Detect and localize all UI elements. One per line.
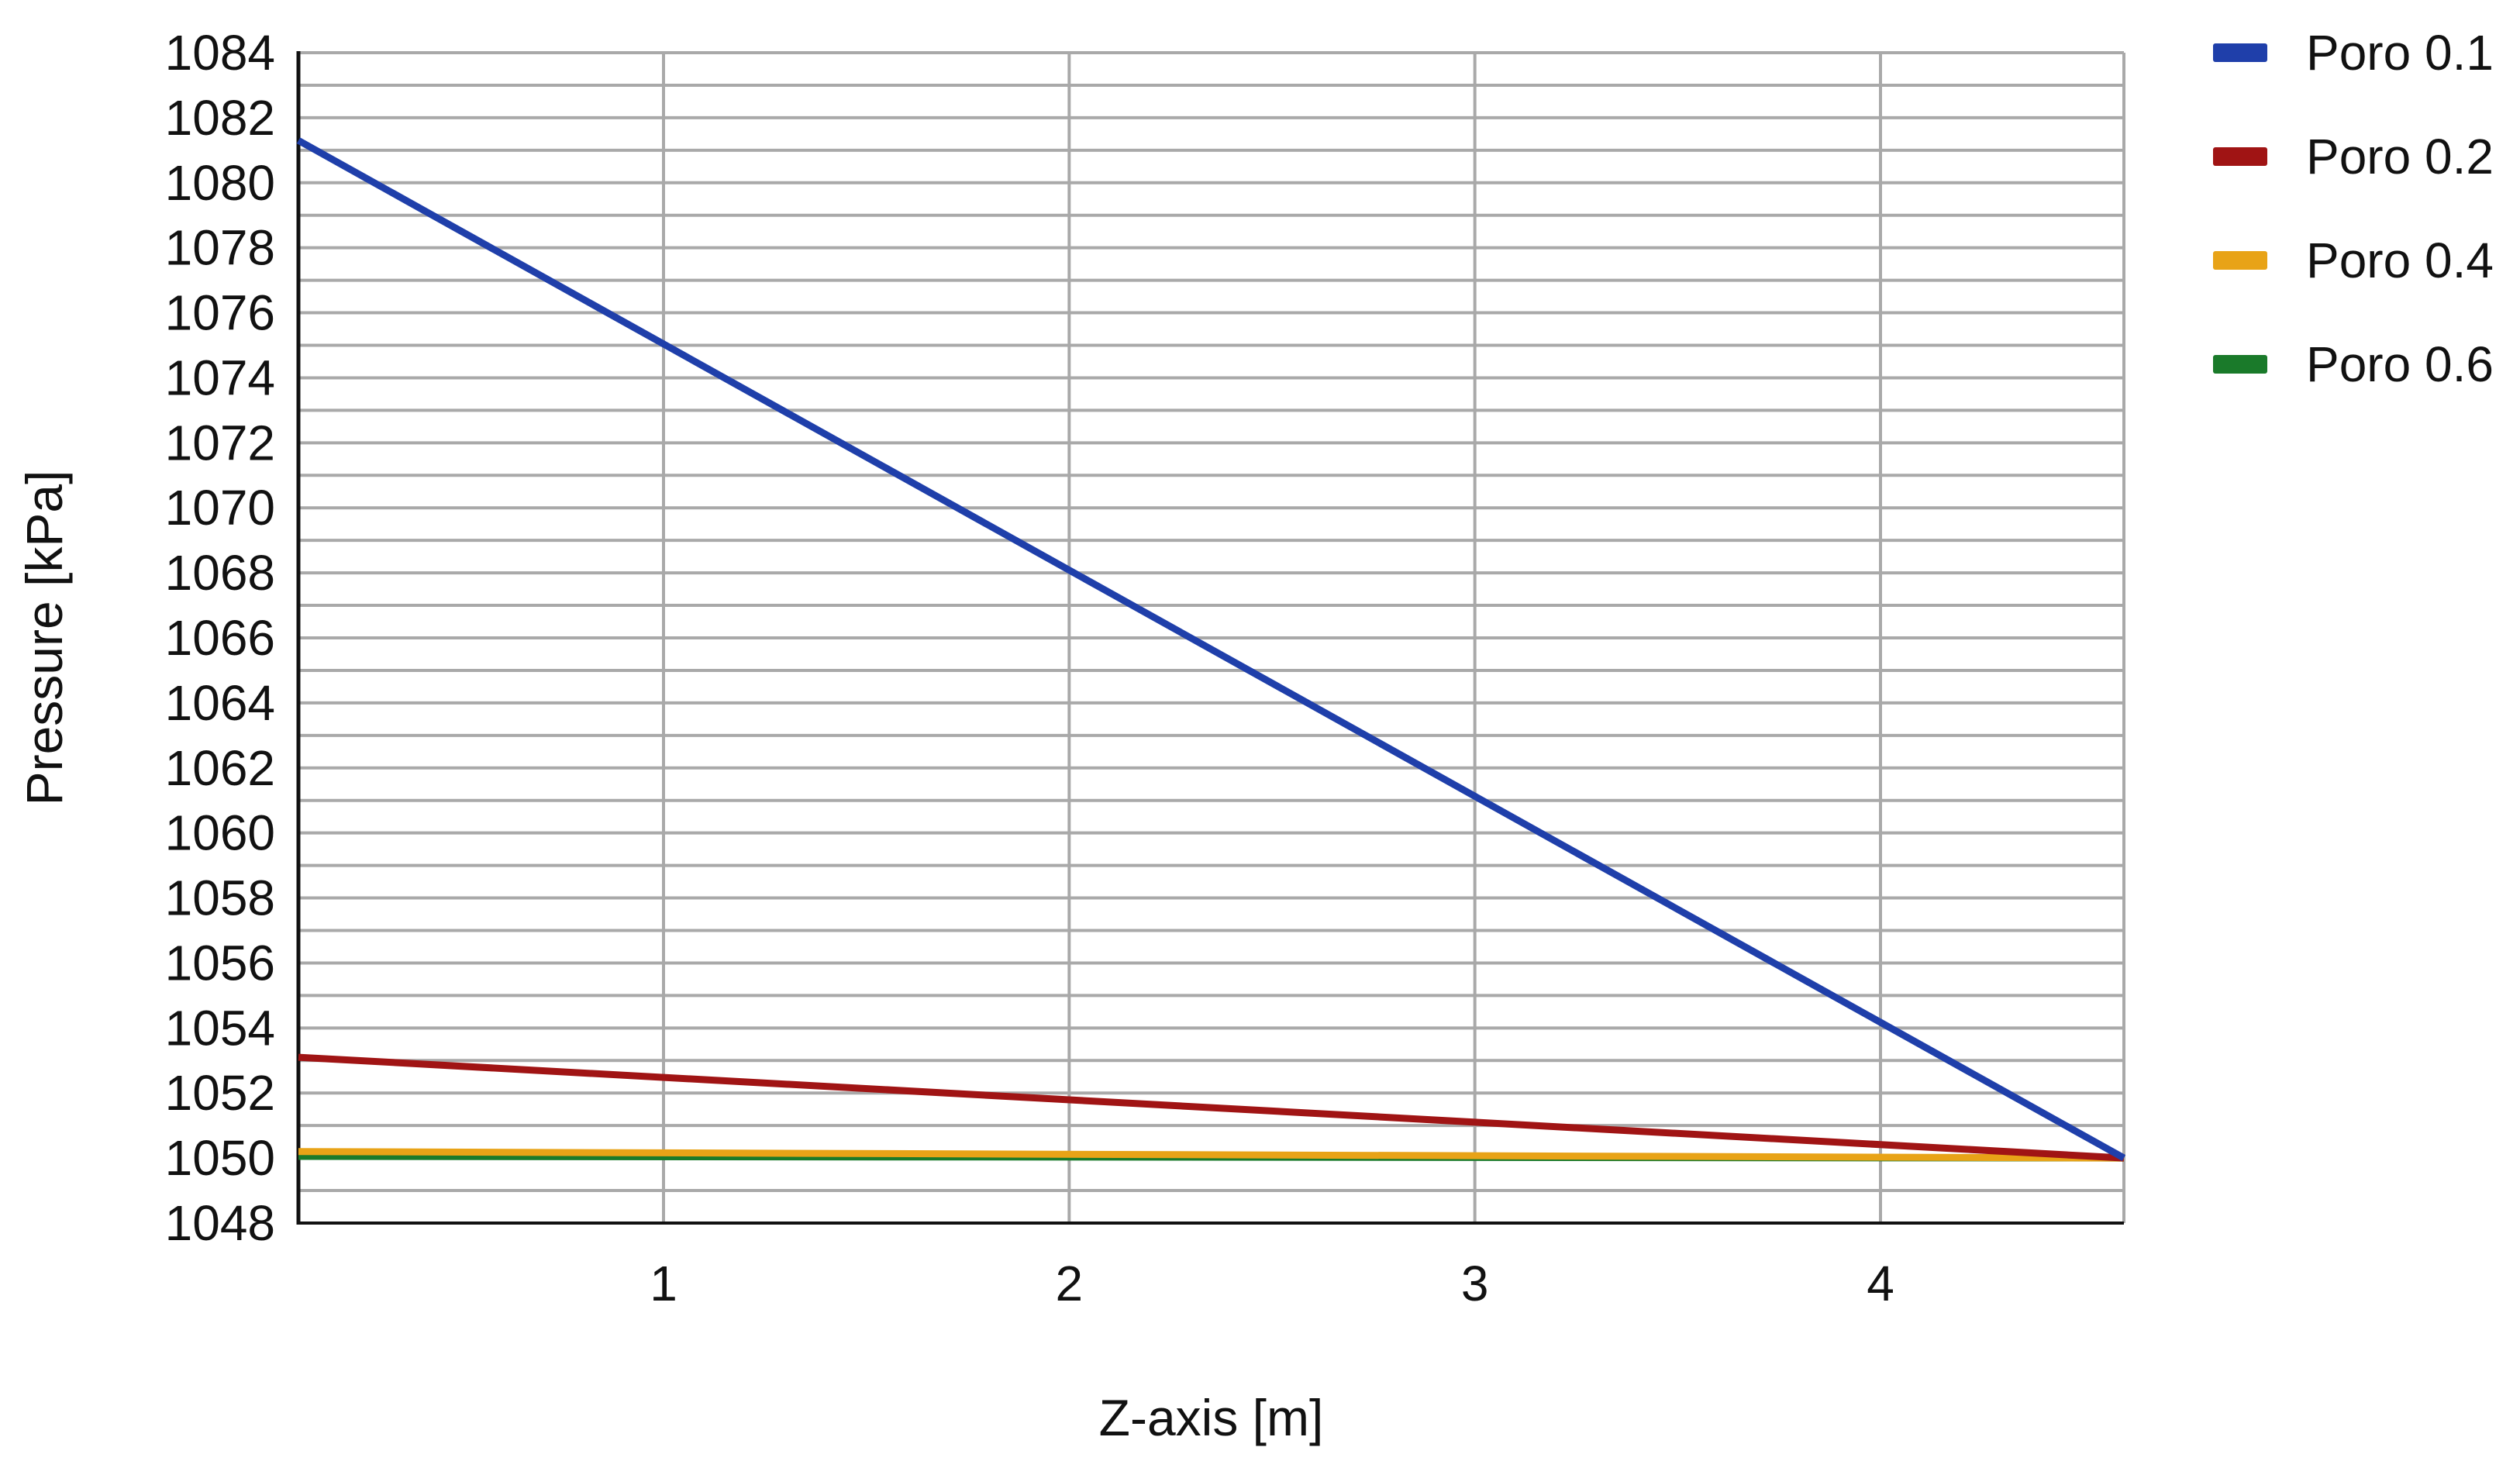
x-tick-label: 2 xyxy=(1056,1256,1084,1311)
y-tick-label: 1070 xyxy=(165,480,275,536)
legend-label: Poro 0.6 xyxy=(2306,336,2494,392)
series-line xyxy=(296,137,2126,1162)
y-axis-title: Pressure [kPa] xyxy=(16,470,73,806)
x-tick-label: 4 xyxy=(1867,1256,1894,1311)
y-tick-label: 1076 xyxy=(165,285,275,341)
legend-swatch xyxy=(2213,251,2267,270)
y-tick-label: 1072 xyxy=(165,415,275,470)
legend-label: Poro 0.4 xyxy=(2306,233,2494,288)
y-tick-label: 1068 xyxy=(165,545,275,601)
y-tick-label: 1066 xyxy=(165,610,275,666)
y-tick-label: 1074 xyxy=(165,350,275,405)
legend-label: Poro 0.2 xyxy=(2306,129,2494,184)
y-tick-label: 1082 xyxy=(165,90,275,146)
legend: Poro 0.1 Poro 0.2 Poro 0.4 Poro 0.6 xyxy=(2213,25,2494,392)
y-tick-label: 1050 xyxy=(165,1130,275,1186)
y-tick-label: 1052 xyxy=(165,1065,275,1121)
y-tick-label: 1064 xyxy=(165,675,275,731)
y-tick-label: 1058 xyxy=(165,870,275,926)
axes xyxy=(296,51,2124,1225)
y-tick-label: 1048 xyxy=(165,1195,275,1251)
y-tick-label: 1060 xyxy=(165,805,275,861)
legend-swatch xyxy=(2213,43,2267,62)
y-tick-label: 1062 xyxy=(165,740,275,796)
y-tick-label: 1078 xyxy=(165,220,275,276)
y-tick-label: 1056 xyxy=(165,935,275,991)
x-axis-title: Z-axis [m] xyxy=(1099,1389,1324,1446)
legend-swatch xyxy=(2213,147,2267,166)
grid xyxy=(298,51,2125,1225)
series-line xyxy=(298,1053,2125,1162)
y-tick-label: 1080 xyxy=(165,155,275,211)
tick-labels: 1048 1050 1052 1054 1056 1058 1060 1062 1064 1066… xyxy=(165,25,1894,1311)
y-tick-label: 1084 xyxy=(165,25,275,81)
series-lines xyxy=(296,137,2126,1162)
y-tick-label: 1054 xyxy=(165,1000,275,1056)
x-tick-label: 1 xyxy=(650,1256,677,1311)
series-line xyxy=(298,1148,2125,1162)
legend-label: Poro 0.1 xyxy=(2306,25,2494,81)
x-tick-label: 3 xyxy=(1461,1256,1489,1311)
legend-swatch xyxy=(2213,355,2267,374)
